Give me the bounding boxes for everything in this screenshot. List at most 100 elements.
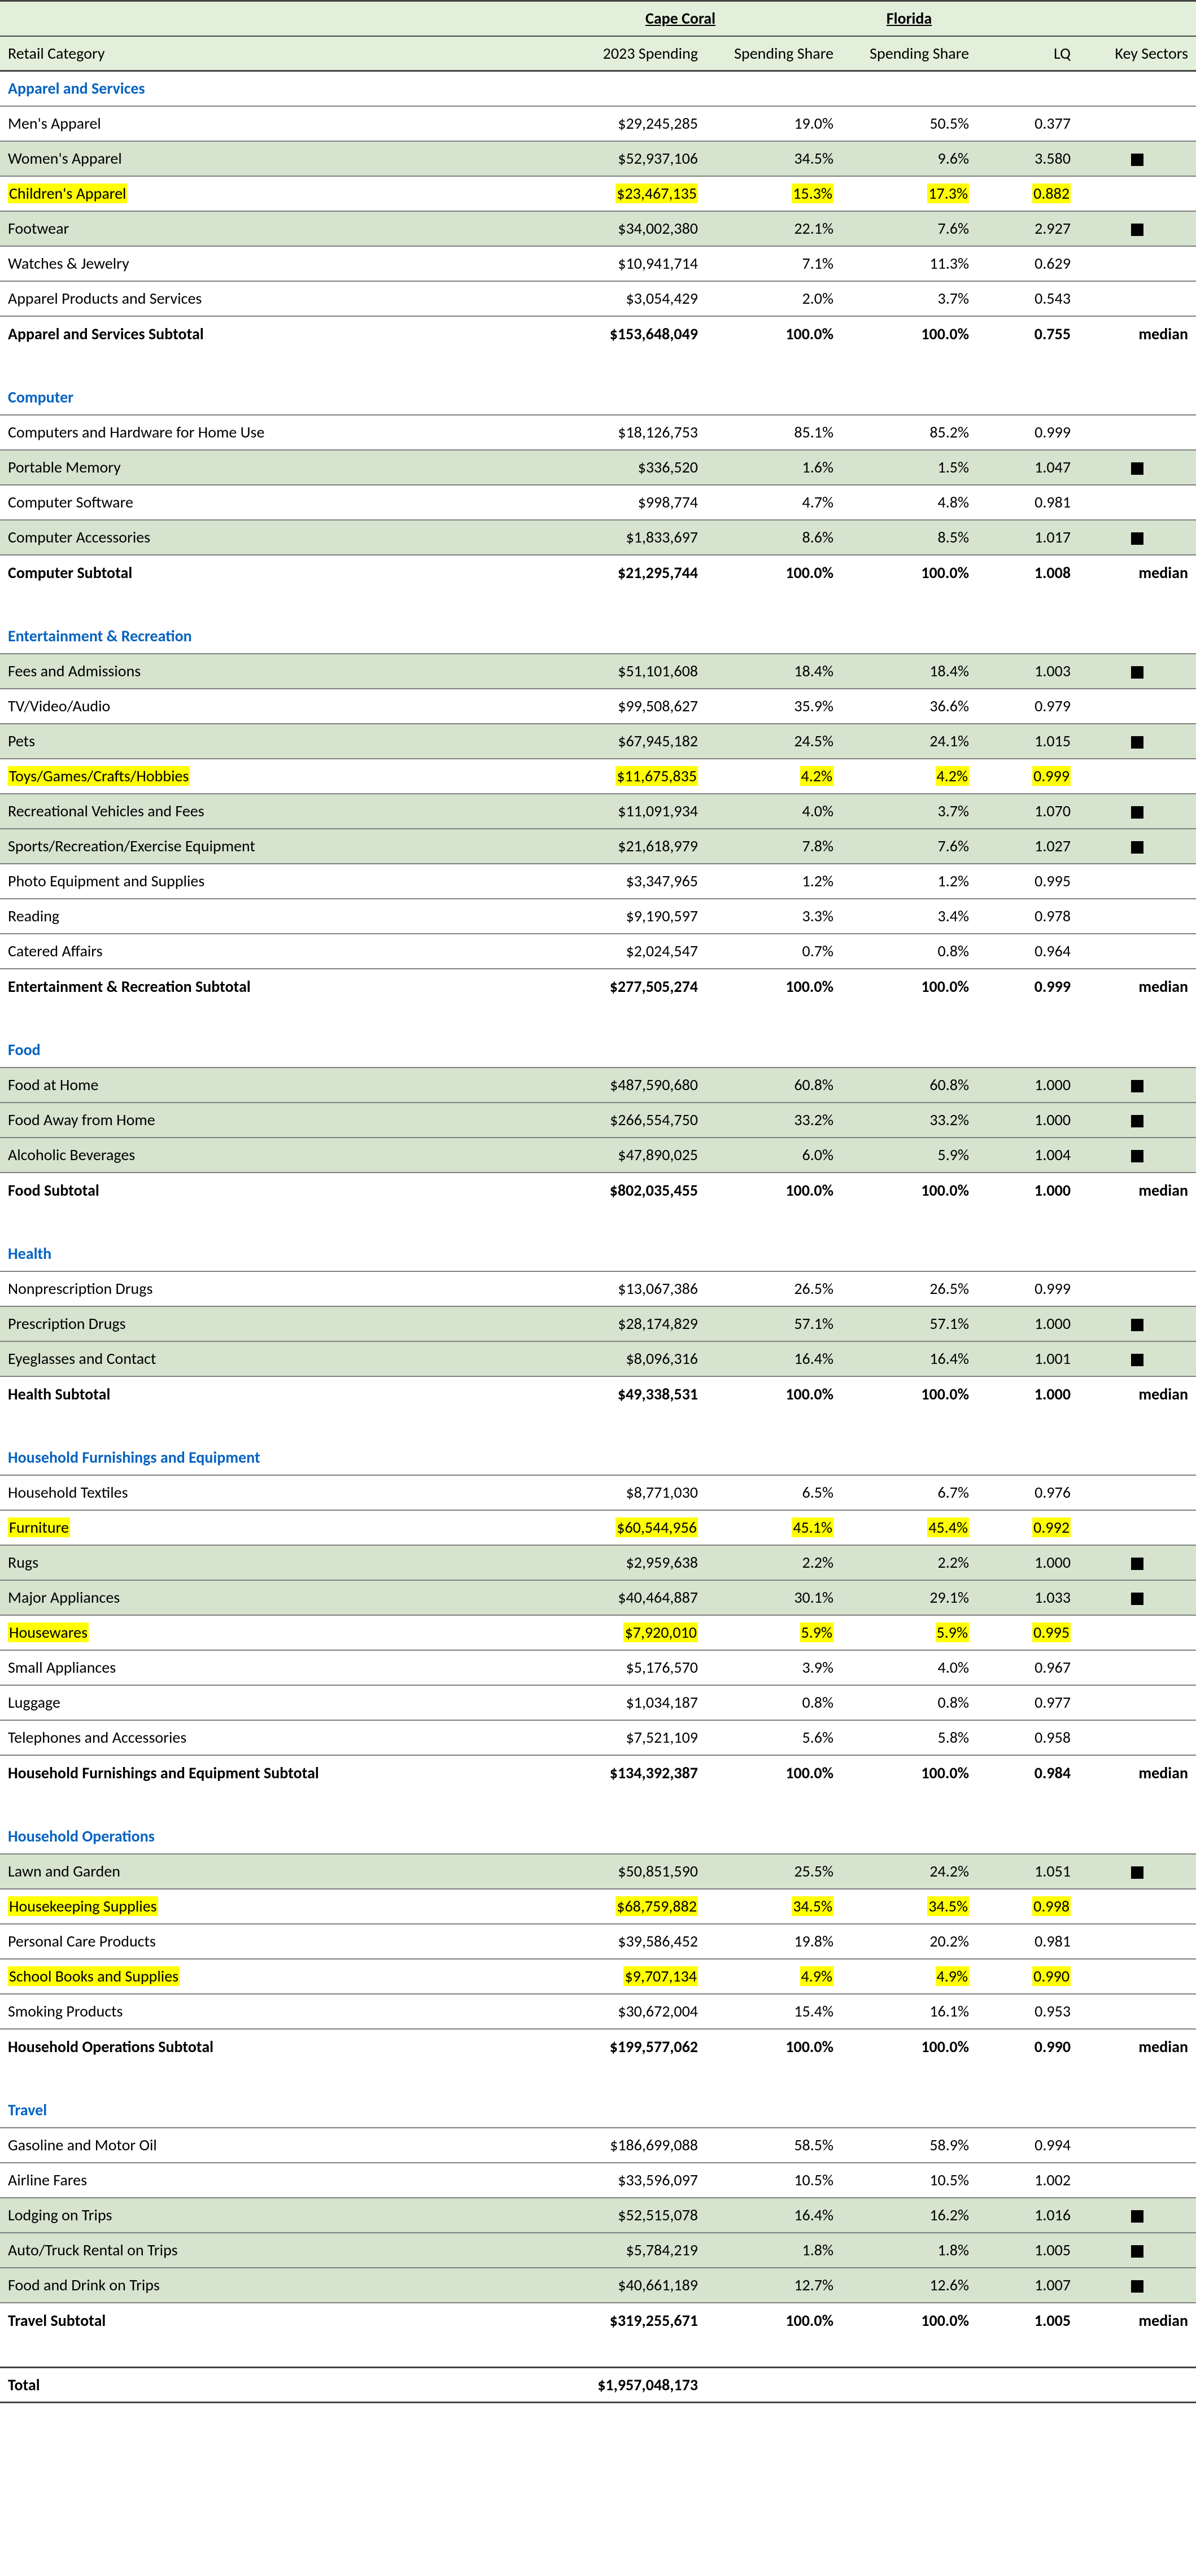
row-label: Food Away from Home	[0, 1103, 520, 1138]
row-label: Sports/Recreation/Exercise Equipment	[0, 829, 520, 864]
row-share-state: 16.4%	[841, 1341, 977, 1376]
row-share-state: 2.2%	[841, 1545, 977, 1580]
row-key	[1079, 2268, 1196, 2303]
subtotal-label: Computer Subtotal	[0, 555, 520, 590]
row-spend: $5,784,219	[520, 2233, 706, 2268]
row-spend: $30,672,004	[520, 1994, 706, 2029]
subtotal-note: median	[1079, 1173, 1196, 1208]
row-lq: 0.995	[977, 864, 1079, 899]
row-spend: $40,661,189	[520, 2268, 706, 2303]
row-label: Household Textiles	[0, 1475, 520, 1510]
row-key	[1079, 1306, 1196, 1341]
row-label: Computer Accessories	[0, 520, 520, 555]
key-sector-icon	[1131, 1593, 1143, 1605]
key-sector-icon	[1131, 154, 1143, 166]
subtotal-share-state: 100.0%	[841, 2303, 977, 2338]
row-share-city: 34.5%	[706, 141, 841, 176]
row-spend: $9,707,134	[520, 1959, 706, 1994]
section-header: Computer	[0, 380, 1196, 415]
row-lq: 3.580	[977, 141, 1079, 176]
col-share-city: Spending Share	[706, 36, 841, 71]
row-key	[1079, 1545, 1196, 1580]
col-spending: 2023 Spending	[520, 36, 706, 71]
row-label: Luggage	[0, 1685, 520, 1720]
row-key	[1079, 1103, 1196, 1138]
row-lq: 0.990	[977, 1959, 1079, 1994]
row-share-state: 3.7%	[841, 281, 977, 316]
row-label: Nonprescription Drugs	[0, 1271, 520, 1306]
row-spend: $1,833,697	[520, 520, 706, 555]
row-label: Portable Memory	[0, 450, 520, 485]
row-key	[1079, 829, 1196, 864]
row-share-state: 10.5%	[841, 2163, 977, 2198]
row-spend: $99,508,627	[520, 689, 706, 724]
row-key	[1079, 141, 1196, 176]
row-key	[1079, 1854, 1196, 1889]
row-key	[1079, 1615, 1196, 1650]
key-sector-icon	[1131, 2280, 1143, 2293]
row-share-city: 0.7%	[706, 934, 841, 969]
row-spend: $67,945,182	[520, 724, 706, 759]
subtotal-label: Travel Subtotal	[0, 2303, 520, 2338]
row-lq: 0.629	[977, 246, 1079, 281]
row-spend: $3,347,965	[520, 864, 706, 899]
row-key	[1079, 1685, 1196, 1720]
row-label: Men's Apparel	[0, 106, 520, 141]
row-key	[1079, 415, 1196, 450]
row-key	[1079, 211, 1196, 246]
row-spend: $52,937,106	[520, 141, 706, 176]
row-share-city: 6.5%	[706, 1475, 841, 1510]
row-key	[1079, 1889, 1196, 1924]
row-lq: 1.001	[977, 1341, 1079, 1376]
row-share-state: 60.8%	[841, 1068, 977, 1103]
row-share-state: 85.2%	[841, 415, 977, 450]
row-share-city: 58.5%	[706, 2128, 841, 2163]
key-sector-icon	[1131, 532, 1143, 545]
row-spend: $52,515,078	[520, 2198, 706, 2233]
subtotal-share-city: 100.0%	[706, 2029, 841, 2064]
row-spend: $18,126,753	[520, 415, 706, 450]
row-lq: 0.999	[977, 415, 1079, 450]
row-share-state: 16.1%	[841, 1994, 977, 2029]
section-header: Entertainment & Recreation	[0, 619, 1196, 654]
row-share-city: 4.9%	[706, 1959, 841, 1994]
row-share-state: 9.6%	[841, 141, 977, 176]
row-spend: $60,544,956	[520, 1510, 706, 1545]
row-share-city: 30.1%	[706, 1580, 841, 1615]
row-spend: $68,759,882	[520, 1889, 706, 1924]
row-key	[1079, 2233, 1196, 2268]
row-share-city: 4.2%	[706, 759, 841, 794]
spacer	[0, 1004, 1196, 1033]
row-key	[1079, 106, 1196, 141]
row-lq: 1.016	[977, 2198, 1079, 2233]
subtotal-share-city: 100.0%	[706, 1173, 841, 1208]
subtotal-label: Entertainment & Recreation Subtotal	[0, 969, 520, 1004]
key-sector-icon	[1131, 736, 1143, 749]
subtotal-share-state: 100.0%	[841, 1376, 977, 1411]
row-label: Computers and Hardware for Home Use	[0, 415, 520, 450]
key-sector-icon	[1131, 1354, 1143, 1366]
row-label: Lodging on Trips	[0, 2198, 520, 2233]
row-lq: 0.981	[977, 485, 1079, 520]
row-lq: 0.995	[977, 1615, 1079, 1650]
row-share-state: 0.8%	[841, 934, 977, 969]
row-key	[1079, 176, 1196, 211]
key-sector-icon	[1131, 224, 1143, 236]
row-lq: 1.017	[977, 520, 1079, 555]
row-key	[1079, 485, 1196, 520]
key-sector-icon	[1131, 2210, 1143, 2223]
row-spend: $3,054,429	[520, 281, 706, 316]
row-label: Footwear	[0, 211, 520, 246]
row-key	[1079, 1720, 1196, 1755]
subtotal-share-city: 100.0%	[706, 1376, 841, 1411]
row-lq: 1.027	[977, 829, 1079, 864]
subtotal-spend: $153,648,049	[520, 316, 706, 351]
key-sector-icon	[1131, 666, 1143, 679]
subtotal-note: median	[1079, 2303, 1196, 2338]
row-label: Pets	[0, 724, 520, 759]
row-lq: 1.033	[977, 1580, 1079, 1615]
row-key	[1079, 654, 1196, 689]
row-share-city: 1.8%	[706, 2233, 841, 2268]
row-share-state: 45.4%	[841, 1510, 977, 1545]
subtotal-lq: 0.999	[977, 969, 1079, 1004]
